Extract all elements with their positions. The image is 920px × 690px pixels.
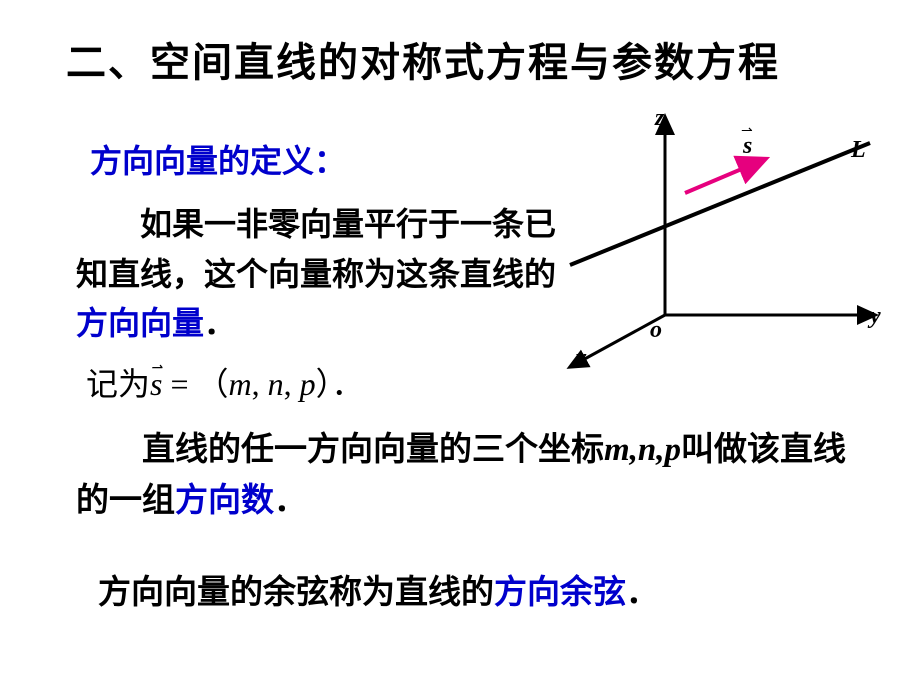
p3-a: 方向向量的余弦称为直线的 — [98, 575, 494, 611]
line-L — [570, 143, 870, 265]
p2-term: 方向数 — [175, 483, 274, 519]
definition-paragraph: 如果一非零向量平行于一条已知直线，这个向量称为这条直线的方向向量． — [76, 200, 586, 349]
p3-c: ． — [626, 575, 659, 611]
def-text-c: ． — [204, 305, 236, 341]
definition-heading: 方向向量的定义： — [90, 136, 346, 182]
direction-numbers-paragraph: 直线的任一方向向量的三个坐标m,n,p叫做该直线的一组方向数． — [76, 425, 876, 527]
def-term: 方向向量 — [76, 305, 204, 341]
p3-term: 方向余弦 — [494, 575, 626, 611]
line-L-label: L — [850, 137, 866, 163]
vector-s — [685, 160, 763, 193]
notation-p: p — [300, 366, 316, 402]
notation-end: ． — [332, 366, 364, 402]
vector-s-arrow-icon: ⇀ — [741, 124, 753, 139]
x-label: x — [574, 345, 587, 370]
notation-c1: , — [252, 366, 268, 402]
direction-cosine-paragraph: 方向向量的余弦称为直线的方向余弦． — [98, 565, 659, 613]
z-label: z — [654, 105, 665, 131]
notation-eq: = — [162, 366, 196, 402]
notation-line: 记为 ⇀ s = （m, n, p）． — [86, 359, 364, 405]
p2-mnp: m,n,p — [604, 432, 681, 468]
origin-label: o — [650, 317, 662, 343]
notation-m: m — [229, 366, 252, 402]
notation-n: n — [268, 366, 284, 402]
vector-arrow-icon: ⇀ — [150, 362, 162, 376]
notation-prefix: 记为 — [86, 366, 150, 402]
section-title: 二、空间直线的对称式方程与参数方程 — [66, 30, 780, 88]
diagram-svg: z y x o L s ⇀ — [555, 105, 890, 370]
def-text-a: 如果一非零向量平行于一条已知直线，这个向量称为这条直线的 — [76, 206, 556, 292]
notation-c2: , — [284, 366, 300, 402]
p2-a: 直线的任一方向向量的三个坐标 — [142, 432, 604, 468]
y-label: y — [867, 303, 881, 329]
p2-d: ． — [274, 483, 307, 519]
coordinate-diagram: z y x o L s ⇀ — [555, 105, 890, 370]
